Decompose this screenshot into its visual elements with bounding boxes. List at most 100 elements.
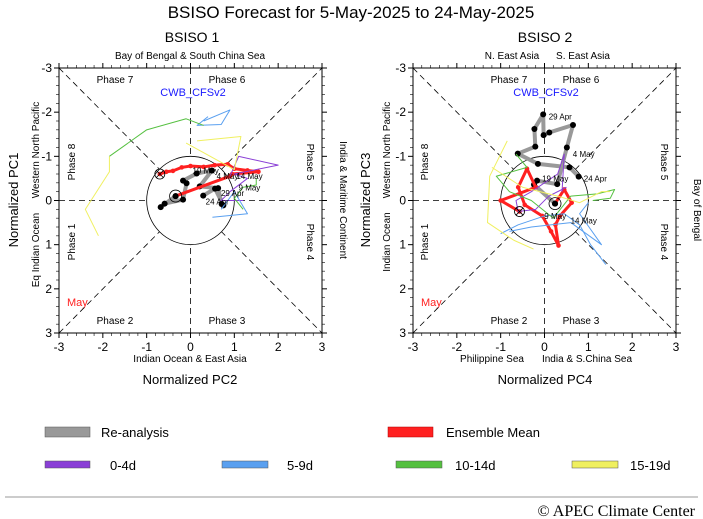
x-axis-label: Normalized PC4	[498, 372, 593, 387]
phase-2-label: Phase 2	[491, 316, 528, 327]
legend-swatch-0-4d	[44, 460, 91, 469]
legend-swatch-reanalysis	[44, 426, 91, 438]
panel-bsiso2: BSISO 2 N. East Asia S. East Asia Philip…	[358, 29, 702, 387]
series-line-d0_4	[220, 155, 279, 201]
date-label: 4 May	[217, 172, 239, 181]
phase-2-label: Phase 2	[97, 316, 134, 327]
date-label: 29 Apr	[549, 113, 572, 122]
end-marker-cross	[515, 207, 524, 216]
model-label: CWB_CFSv2	[160, 87, 225, 99]
data-point-ensemble	[201, 164, 206, 170]
region-left-upper: Western North Pacific	[382, 102, 393, 199]
data-point-ensemble	[556, 243, 561, 248]
end-marker	[514, 206, 525, 217]
end-marker	[154, 168, 166, 180]
x-axis-label: Normalized PC2	[143, 372, 238, 387]
date-label: 24 Apr	[584, 174, 607, 183]
data-point-ensemble	[498, 198, 503, 203]
plot-area-2: 29 Apr 4 May 19 May 24 Apr 9 May 14 May -3 -3 -2…	[395, 61, 681, 354]
figure-title: BSISO Forecast for 5-May-2025 to 24-May-…	[168, 3, 535, 22]
data-point-reanalysis	[161, 200, 168, 207]
phase-5-label: Phase 5	[658, 144, 669, 181]
phase-diagonal	[412, 67, 677, 334]
data-point-reanalysis	[531, 125, 538, 132]
series-line-d5_9	[196, 109, 231, 126]
panel-title: BSISO 1	[165, 29, 220, 45]
data-point-ensemble	[164, 169, 169, 175]
series-line-d15_19	[185, 135, 242, 171]
x-tick-label: -2	[97, 340, 108, 354]
series-line-d10_14	[109, 118, 204, 157]
x-tick-label: 3	[673, 340, 680, 354]
data-point-reanalysis	[540, 111, 547, 118]
region-bottom-right: India & S.China Sea	[542, 354, 632, 365]
series-line-d15_19	[487, 140, 534, 250]
data-point-reanalysis	[215, 185, 222, 192]
model-label: CWB_CFSv2	[513, 87, 578, 99]
phase-1-label: Phase 1	[420, 223, 431, 260]
y-tick-label: -3	[395, 61, 406, 75]
x-tick-label: 2	[629, 340, 636, 354]
data-point-reanalysis	[183, 180, 190, 187]
legend-swatch-15-19d	[571, 460, 619, 469]
region-left-lower: Indian Ocean	[382, 212, 393, 272]
data-point-reanalysis	[575, 173, 582, 180]
phase-8-label: Phase 8	[420, 143, 431, 180]
phase-5-label: Phase 5	[304, 144, 315, 181]
data-point-reanalysis	[157, 204, 164, 211]
data-point-ensemble	[569, 200, 574, 206]
series-line-d0_4	[515, 153, 567, 213]
data-point-reanalysis	[540, 132, 547, 139]
y-tick-label: -3	[41, 61, 52, 75]
y-tick-label: 2	[399, 282, 406, 296]
series-line-ensemble	[499, 167, 574, 248]
y-axis-label: Normalized PC3	[358, 153, 373, 248]
data-point-reanalysis	[569, 121, 576, 128]
data-point-ensemble	[256, 169, 261, 175]
data-point-reanalysis	[534, 160, 541, 167]
x-tick-label: -2	[451, 340, 462, 354]
date-label: 19 May	[193, 166, 219, 175]
phase-7-label: Phase 7	[97, 75, 134, 86]
legend-label-15-19d: 15-19d	[630, 458, 670, 473]
legend-label-5-9d: 5-9d	[287, 458, 313, 473]
x-tick-label: 2	[275, 340, 282, 354]
x-tick-label: 0	[187, 340, 194, 354]
data-point-reanalysis	[208, 167, 215, 174]
legend-label-10-14d: 10-14d	[455, 458, 495, 473]
y-tick-label: -1	[41, 149, 52, 163]
data-point-reanalysis	[193, 170, 200, 177]
region-right: Bay of Bengal	[691, 179, 702, 241]
phase-8-label: Phase 8	[67, 143, 78, 180]
phase-4-label: Phase 4	[304, 224, 315, 261]
date-label: 29 Apr	[221, 189, 244, 198]
phase-6-label: Phase 6	[209, 75, 246, 86]
end-marker-cross	[156, 170, 164, 178]
x-tick-label: 3	[319, 340, 326, 354]
phase-6-label: Phase 6	[563, 75, 600, 86]
x-tick-label: 1	[585, 340, 592, 354]
legend: Re-analysis Ensemble Mean 0-4d 5-9d 10-1…	[44, 425, 670, 473]
y-tick-label: 3	[45, 326, 52, 340]
region-top-right: S. East Asia	[556, 51, 610, 62]
data-point-reanalysis	[554, 181, 561, 188]
phase-1-label: Phase 1	[67, 223, 78, 260]
region-left-upper: Western North Pacific	[31, 102, 42, 199]
start-marker-dot	[172, 193, 179, 200]
phase-3-label: Phase 3	[563, 316, 600, 327]
series-line-d5_9	[509, 202, 602, 246]
legend-label-ensemble: Ensemble Mean	[446, 425, 540, 440]
data-point-ensemble	[522, 202, 528, 208]
series-line-d10_14	[233, 178, 257, 210]
start-marker	[169, 189, 182, 203]
panel-title: BSISO 2	[518, 29, 573, 45]
phase-diagonal	[58, 67, 323, 334]
date-label: 24 Apr	[206, 197, 229, 206]
data-point-ensemble	[515, 184, 521, 190]
y-tick-label: 0	[45, 194, 52, 208]
data-point-reanalysis	[200, 192, 207, 199]
data-point-ensemble	[548, 229, 554, 234]
month-label: May	[67, 297, 88, 309]
month-label: May	[421, 297, 442, 309]
